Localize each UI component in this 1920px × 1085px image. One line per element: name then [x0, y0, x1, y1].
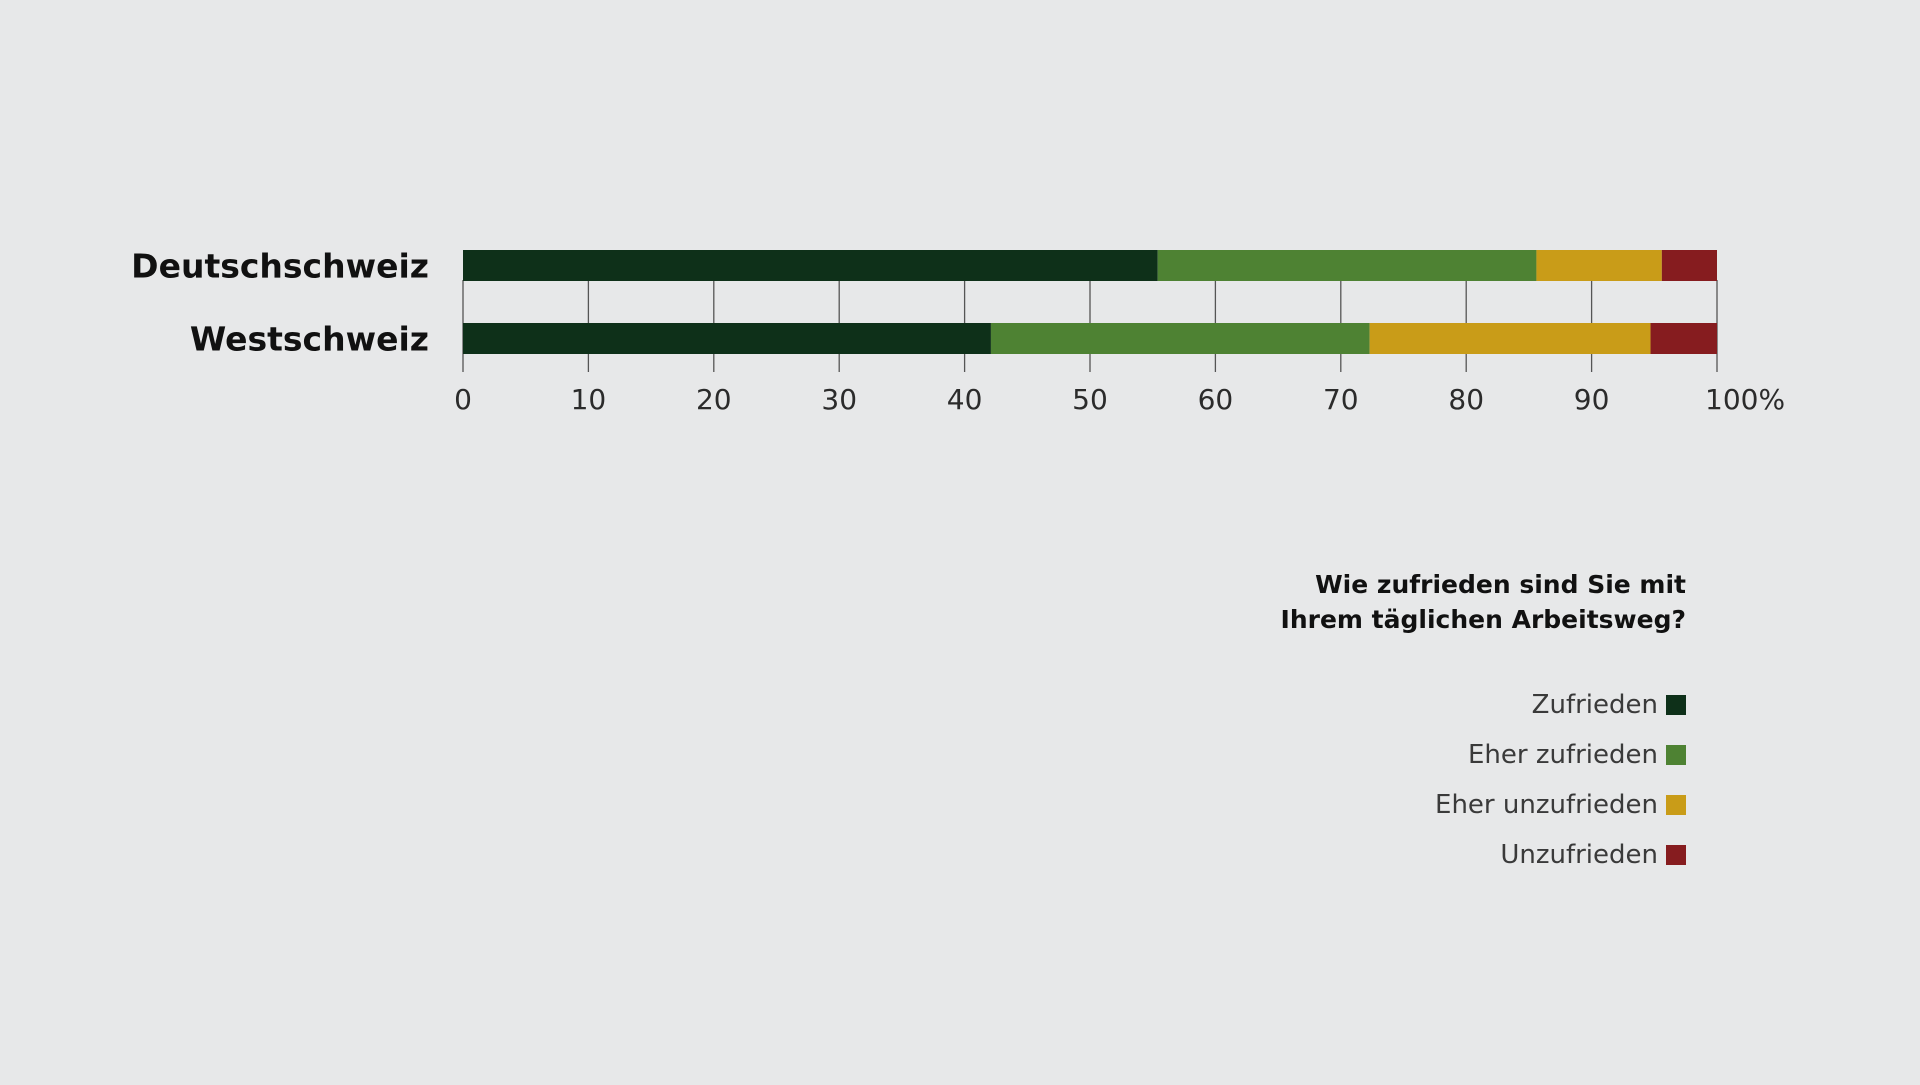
category-label: Deutschschweiz — [131, 247, 429, 286]
legend-label: Zufrieden — [1531, 690, 1658, 720]
legend-item-eher-zufrieden: Eher zufrieden — [1166, 730, 1686, 780]
x-tick-label: 0 — [454, 383, 472, 416]
legend-swatch — [1666, 795, 1686, 815]
legend-item-eher-unzufrieden: Eher unzufrieden — [1166, 780, 1686, 830]
legend-label: Unzufrieden — [1500, 840, 1658, 870]
bar-segment — [463, 250, 1158, 281]
bar-segment — [1661, 250, 1717, 281]
legend: Zufrieden Eher zufrieden Eher unzufriede… — [1166, 680, 1686, 880]
category-label: Westschweiz — [190, 320, 429, 359]
x-tick-label: 10 — [571, 383, 607, 416]
x-tick-label: 90 — [1574, 383, 1610, 416]
legend-swatch — [1666, 845, 1686, 865]
x-tick-label: 40 — [947, 383, 983, 416]
legend-item-unzufrieden: Unzufrieden — [1166, 830, 1686, 880]
legend-swatch — [1666, 745, 1686, 765]
bar-segment — [1157, 250, 1537, 281]
x-tick-label: 30 — [821, 383, 857, 416]
x-tick-label: 100% — [1705, 383, 1785, 416]
bar-segment — [1369, 323, 1651, 354]
x-tick-label: 70 — [1323, 383, 1359, 416]
bar-segment — [1650, 323, 1717, 354]
x-tick-label: 20 — [696, 383, 732, 416]
bar-segment — [1536, 250, 1662, 281]
x-tick-label: 50 — [1072, 383, 1108, 416]
legend-swatch — [1666, 695, 1686, 715]
legend-title: Wie zufrieden sind Sie mit Ihrem täglich… — [1166, 567, 1686, 637]
legend-title-line-2: Ihrem täglichen Arbeitsweg? — [1280, 605, 1686, 634]
legend-label: Eher unzufrieden — [1435, 790, 1658, 820]
legend-title-line-1: Wie zufrieden sind Sie mit — [1315, 570, 1686, 599]
x-tick-label: 80 — [1448, 383, 1484, 416]
legend-item-zufrieden: Zufrieden — [1166, 680, 1686, 730]
bar-segment — [990, 323, 1370, 354]
legend-label: Eher zufrieden — [1467, 740, 1658, 770]
x-tick-label: 60 — [1198, 383, 1234, 416]
bar-segment — [463, 323, 991, 354]
